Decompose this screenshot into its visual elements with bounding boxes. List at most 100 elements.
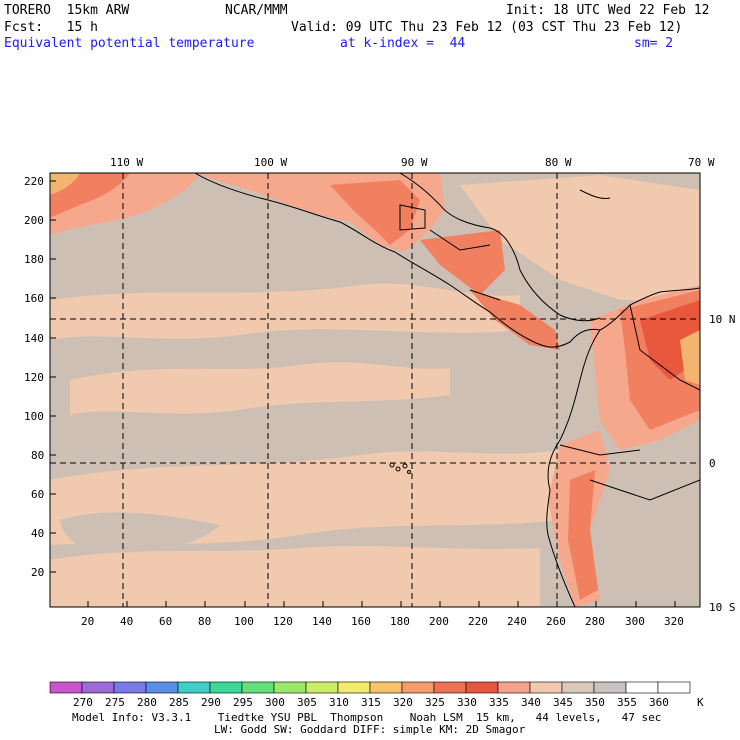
lon-label-100w: 100 W <box>254 156 287 169</box>
colorbar-swatch <box>241 681 275 694</box>
model-info: Model Info: V3.3.1 Tiedtke YSU PBL Thomp… <box>72 711 662 724</box>
colorbar-label: 275 <box>105 696 125 709</box>
left-index-labels: 220 200 180 160 140 120 100 80 60 40 20 <box>24 175 44 579</box>
y-tick-label: 100 <box>24 410 44 423</box>
lon-label-70w: 70 W <box>688 156 715 169</box>
colorbar-label: 270 <box>73 696 93 709</box>
lat-label-10n: 10 N <box>709 313 736 326</box>
x-tick-label: 180 <box>390 615 410 628</box>
border-nicaragua <box>469 289 501 301</box>
y-tick-label: 120 <box>24 371 44 384</box>
colorbar-label: 325 <box>425 696 445 709</box>
init-time: Init: 18 UTC Wed 22 Feb 12 <box>506 3 710 18</box>
colorbar-swatch <box>401 681 435 694</box>
x-tick-label: 140 <box>312 615 332 628</box>
colorbar-swatch <box>177 681 211 694</box>
colorbar-label: 350 <box>585 696 605 709</box>
x-tick-label: 300 <box>625 615 645 628</box>
lat-label-0: 0 <box>709 457 716 470</box>
cool-patch <box>60 512 220 553</box>
model-name: TORERO 15km ARW <box>4 3 130 18</box>
colorbar-swatch <box>49 681 83 694</box>
level-label: at k-index = 44 <box>340 36 466 51</box>
x-tick-label: 280 <box>585 615 605 628</box>
galapagos-2 <box>395 466 401 472</box>
forecast-hour: Fcst: 15 h <box>4 20 98 35</box>
colorbar-swatch <box>113 681 147 694</box>
x-tick-label: 320 <box>664 615 684 628</box>
x-tick-label: 240 <box>507 615 527 628</box>
warm-band-4 <box>50 546 540 607</box>
temperature-field <box>50 173 700 607</box>
colorbar-unit: K <box>697 696 704 709</box>
y-tick-label: 200 <box>24 214 44 227</box>
caribbean-island <box>579 189 611 199</box>
mexico-warm-330 <box>330 180 420 245</box>
warm-band-2 <box>70 362 450 415</box>
colorbar-swatch <box>433 681 467 694</box>
border-colombia <box>629 304 700 391</box>
pacific-coast-north <box>194 173 700 348</box>
border-ecuador <box>559 444 641 456</box>
physics-info: LW: Godd SW: Goddard DIFF: simple KM: 2D… <box>214 723 526 736</box>
y-tick-label: 220 <box>24 175 44 188</box>
bottom-ticks <box>87 601 676 607</box>
colorbar-swatch <box>593 681 627 694</box>
colorbar-label: 360 <box>649 696 669 709</box>
x-tick-label: 80 <box>198 615 211 628</box>
colorbar-label: 330 <box>457 696 477 709</box>
colorbar-swatch <box>529 681 563 694</box>
colorbar-label: 295 <box>233 696 253 709</box>
bottom-index-labels: 20 40 60 80 100 120 140 160 180 200 220 … <box>81 615 684 628</box>
colombia-hot <box>680 330 700 385</box>
colorbar-label: 315 <box>361 696 381 709</box>
colorbar-swatch <box>497 681 531 694</box>
colorbar-label: 355 <box>617 696 637 709</box>
latlon-grid <box>50 173 700 607</box>
colorbar-label: 285 <box>169 696 189 709</box>
x-tick-label: 260 <box>546 615 566 628</box>
nw-warm-hot <box>50 173 80 195</box>
colorbar-label: 290 <box>201 696 221 709</box>
lat-label-10s: 10 S <box>709 601 736 614</box>
colorbar <box>49 681 691 694</box>
peru-warm-330 <box>568 470 598 600</box>
colorbar-labels: 270 275 280 285 290 295 300 305 310 315 320 325 330 3… <box>73 696 669 709</box>
border-peru <box>589 479 700 501</box>
border-honduras <box>429 229 491 251</box>
valid-time: Valid: 09 UTC Thu 23 Feb 12 (03 CST Thu … <box>291 20 683 35</box>
x-tick-label: 40 <box>120 615 133 628</box>
costa-rica-warm-330 <box>470 290 560 350</box>
right-lat-labels: 10 N 0 10 S <box>709 313 736 614</box>
warm-band-north <box>460 175 700 300</box>
y-tick-label: 80 <box>31 449 44 462</box>
x-tick-label: 20 <box>81 615 94 628</box>
lon-label-80w: 80 W <box>545 156 572 169</box>
colorbar-label: 305 <box>297 696 317 709</box>
left-ticks <box>50 180 56 573</box>
colorbar-label: 335 <box>489 696 509 709</box>
colorbar-swatch <box>145 681 179 694</box>
colorbar-swatch <box>625 681 659 694</box>
colorbar-swatch <box>465 681 499 694</box>
x-tick-label: 220 <box>468 615 488 628</box>
x-tick-label: 120 <box>273 615 293 628</box>
y-tick-label: 40 <box>31 527 44 540</box>
galapagos-3 <box>402 463 408 469</box>
y-tick-label: 160 <box>24 292 44 305</box>
colorbar-swatch <box>209 681 243 694</box>
y-tick-label: 140 <box>24 332 44 345</box>
colorbar-swatch <box>305 681 339 694</box>
lon-label-110w: 110 W <box>110 156 143 169</box>
border-guatemala <box>399 204 426 231</box>
colorbar-label: 345 <box>553 696 573 709</box>
x-tick-label: 200 <box>429 615 449 628</box>
pacific-coast-south <box>546 329 601 607</box>
lon-label-90w: 90 W <box>401 156 428 169</box>
colorbar-swatch <box>657 681 691 694</box>
top-lon-labels: 110 W 100 W 90 W 80 W 70 W <box>110 156 715 169</box>
colorbar-label: 340 <box>521 696 541 709</box>
colorbar-swatch <box>369 681 403 694</box>
colorbar-swatch <box>561 681 595 694</box>
